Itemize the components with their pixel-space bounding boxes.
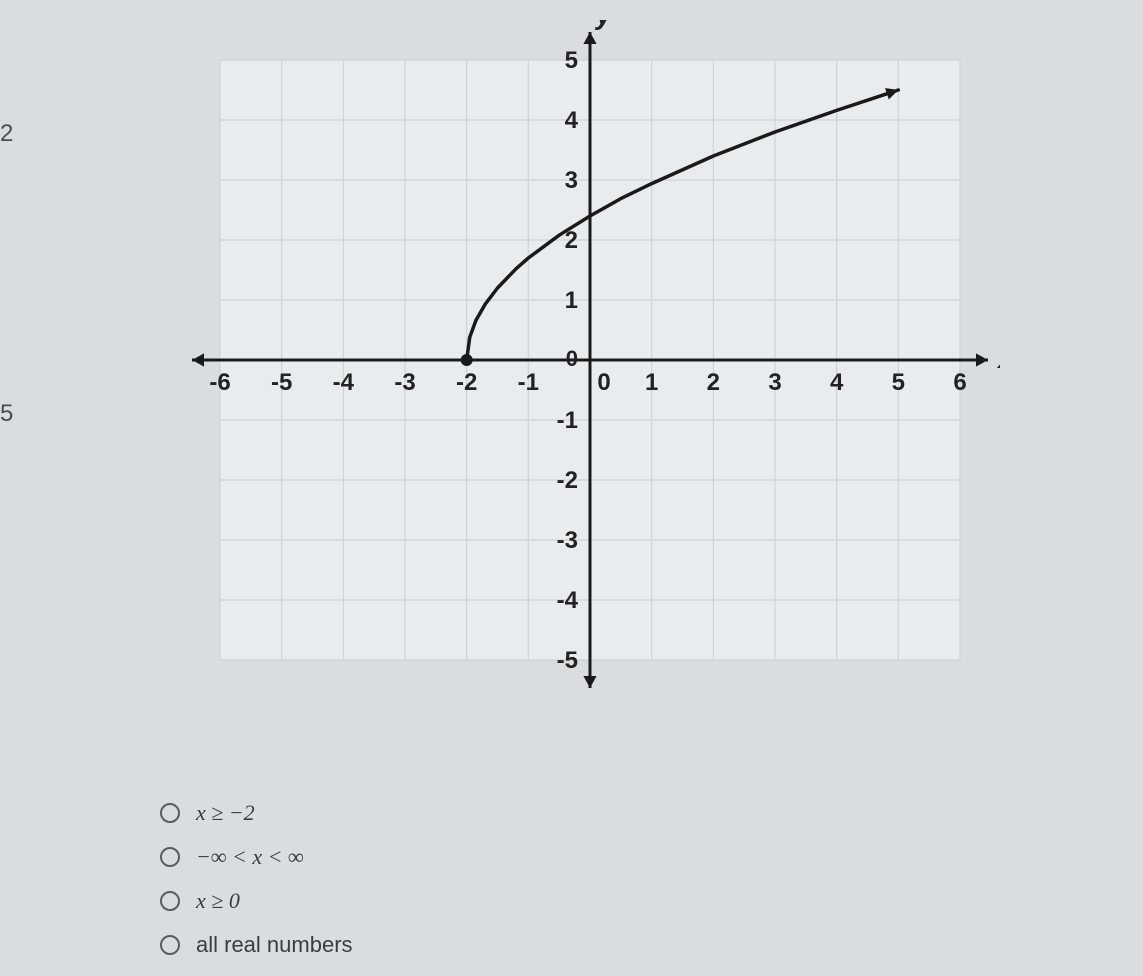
svg-text:4: 4: [565, 107, 579, 134]
svg-text:0: 0: [566, 346, 578, 371]
svg-text:1: 1: [645, 369, 658, 396]
radio-icon: [160, 803, 180, 823]
svg-text:x: x: [996, 343, 1000, 374]
svg-text:3: 3: [768, 369, 781, 396]
option-label: x ≥ −2: [196, 800, 255, 826]
svg-text:-2: -2: [557, 467, 578, 494]
svg-text:-6: -6: [209, 369, 230, 396]
svg-text:-2: -2: [456, 369, 477, 396]
answer-options: x ≥ −2 −∞ < x < ∞ x ≥ 0 all real numbers: [160, 800, 353, 976]
svg-text:y: y: [594, 20, 613, 30]
svg-text:4: 4: [830, 369, 844, 396]
svg-text:-5: -5: [271, 369, 292, 396]
svg-text:-5: -5: [557, 647, 578, 674]
svg-text:6: 6: [953, 369, 966, 396]
svg-text:-1: -1: [518, 369, 539, 396]
answer-option[interactable]: −∞ < x < ∞: [160, 844, 353, 870]
svg-text:5: 5: [565, 47, 578, 74]
svg-text:0: 0: [597, 369, 610, 396]
svg-text:5: 5: [892, 369, 905, 396]
svg-text:-3: -3: [394, 369, 415, 396]
radio-icon: [160, 935, 180, 955]
option-label: −∞ < x < ∞: [196, 844, 304, 870]
svg-text:-4: -4: [333, 369, 355, 396]
page-edge-text: 2: [0, 120, 13, 148]
svg-text:-1: -1: [557, 407, 578, 434]
svg-text:-3: -3: [557, 527, 578, 554]
svg-text:2: 2: [707, 369, 720, 396]
radio-icon: [160, 891, 180, 911]
answer-option[interactable]: x ≥ 0: [160, 888, 353, 914]
domain-chart: yx-6-5-4-3-2-11234565432100-1-2-3-4-5: [180, 20, 1000, 740]
answer-option[interactable]: all real numbers: [160, 932, 353, 958]
option-label: x ≥ 0: [196, 888, 240, 914]
svg-text:1: 1: [565, 287, 578, 314]
answer-option[interactable]: x ≥ −2: [160, 800, 353, 826]
option-label: all real numbers: [196, 932, 353, 958]
svg-text:3: 3: [565, 167, 578, 194]
svg-text:-4: -4: [557, 587, 579, 614]
page-edge-text: 5: [0, 400, 13, 428]
radio-icon: [160, 847, 180, 867]
